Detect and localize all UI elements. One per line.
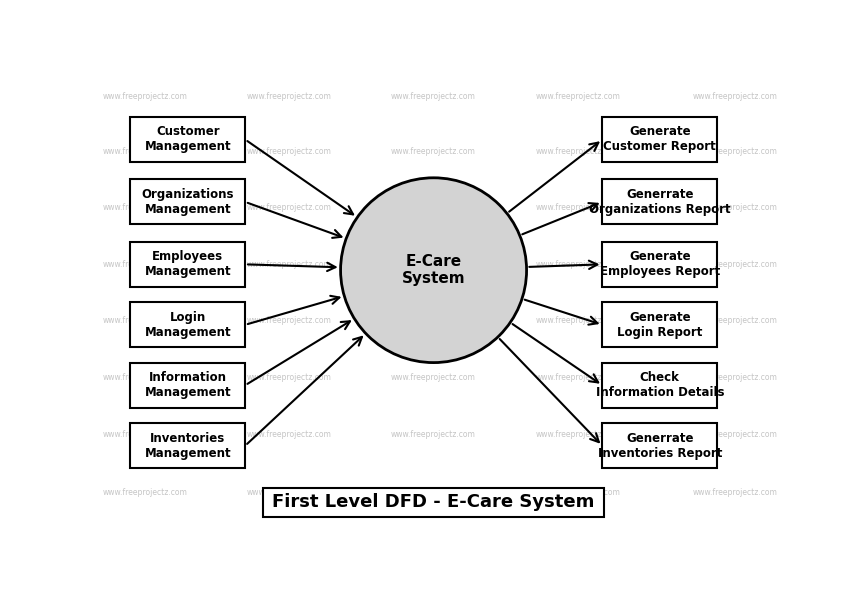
FancyBboxPatch shape [263,488,604,517]
Text: www.freeprojectz.com: www.freeprojectz.com [693,203,777,212]
Text: www.freeprojectz.com: www.freeprojectz.com [536,260,620,269]
Text: www.freeprojectz.com: www.freeprojectz.com [102,488,188,497]
Text: www.freeprojectz.com: www.freeprojectz.com [693,146,777,156]
Text: First Level DFD - E-Care System: First Level DFD - E-Care System [272,493,595,511]
Text: www.freeprojectz.com: www.freeprojectz.com [693,260,777,269]
Text: www.freeprojectz.com: www.freeprojectz.com [102,146,188,156]
Text: Information
Management: Information Management [145,371,231,399]
Text: www.freeprojectz.com: www.freeprojectz.com [693,488,777,497]
Text: Inventories
Management: Inventories Management [145,432,231,460]
Text: www.freeprojectz.com: www.freeprojectz.com [693,373,777,382]
FancyBboxPatch shape [602,423,717,468]
Text: www.freeprojectz.com: www.freeprojectz.com [247,146,332,156]
Text: www.freeprojectz.com: www.freeprojectz.com [391,146,476,156]
Text: www.freeprojectz.com: www.freeprojectz.com [536,488,620,497]
Text: www.freeprojectz.com: www.freeprojectz.com [391,429,476,439]
Text: www.freeprojectz.com: www.freeprojectz.com [391,260,476,269]
Text: Customer
Management: Customer Management [145,126,231,154]
Text: www.freeprojectz.com: www.freeprojectz.com [102,92,188,101]
FancyBboxPatch shape [130,242,245,287]
Text: www.freeprojectz.com: www.freeprojectz.com [391,373,476,382]
Text: Generate
Login Report: Generate Login Report [617,311,702,339]
Text: www.freeprojectz.com: www.freeprojectz.com [536,373,620,382]
Text: Check
Information Details: Check Information Details [596,371,724,399]
Ellipse shape [341,178,526,362]
FancyBboxPatch shape [602,117,717,162]
FancyBboxPatch shape [130,363,245,408]
Text: www.freeprojectz.com: www.freeprojectz.com [391,488,476,497]
Text: www.freeprojectz.com: www.freeprojectz.com [536,146,620,156]
Text: www.freeprojectz.com: www.freeprojectz.com [247,488,332,497]
Text: www.freeprojectz.com: www.freeprojectz.com [693,92,777,101]
Text: www.freeprojectz.com: www.freeprojectz.com [102,373,188,382]
Text: www.freeprojectz.com: www.freeprojectz.com [247,373,332,382]
Text: www.freeprojectz.com: www.freeprojectz.com [693,317,777,326]
FancyBboxPatch shape [130,180,245,224]
FancyBboxPatch shape [602,242,717,287]
Text: Generrate
Organizations Report: Generrate Organizations Report [589,188,731,216]
FancyBboxPatch shape [130,423,245,468]
Text: www.freeprojectz.com: www.freeprojectz.com [247,92,332,101]
Text: www.freeprojectz.com: www.freeprojectz.com [693,429,777,439]
FancyBboxPatch shape [602,302,717,347]
Text: E-Care
System: E-Care System [402,254,465,286]
Text: www.freeprojectz.com: www.freeprojectz.com [102,203,188,212]
Text: www.freeprojectz.com: www.freeprojectz.com [536,92,620,101]
Text: www.freeprojectz.com: www.freeprojectz.com [102,260,188,269]
FancyBboxPatch shape [130,302,245,347]
Text: www.freeprojectz.com: www.freeprojectz.com [102,317,188,326]
Text: www.freeprojectz.com: www.freeprojectz.com [536,317,620,326]
Text: www.freeprojectz.com: www.freeprojectz.com [536,429,620,439]
Text: www.freeprojectz.com: www.freeprojectz.com [391,317,476,326]
Text: Generate
Employees Report: Generate Employees Report [600,250,720,278]
Text: www.freeprojectz.com: www.freeprojectz.com [391,92,476,101]
Text: Organizations
Management: Organizations Management [141,188,234,216]
Text: Generate
Customer Report: Generate Customer Report [603,126,717,154]
FancyBboxPatch shape [130,117,245,162]
FancyBboxPatch shape [602,180,717,224]
Text: Generrate
Inventories Report: Generrate Inventories Report [597,432,722,460]
Text: Employees
Management: Employees Management [145,250,231,278]
Text: Login
Management: Login Management [145,311,231,339]
Text: www.freeprojectz.com: www.freeprojectz.com [102,429,188,439]
Text: www.freeprojectz.com: www.freeprojectz.com [247,203,332,212]
Text: www.freeprojectz.com: www.freeprojectz.com [247,260,332,269]
FancyBboxPatch shape [602,363,717,408]
Text: www.freeprojectz.com: www.freeprojectz.com [247,317,332,326]
Text: www.freeprojectz.com: www.freeprojectz.com [536,203,620,212]
Text: www.freeprojectz.com: www.freeprojectz.com [391,203,476,212]
Text: www.freeprojectz.com: www.freeprojectz.com [247,429,332,439]
